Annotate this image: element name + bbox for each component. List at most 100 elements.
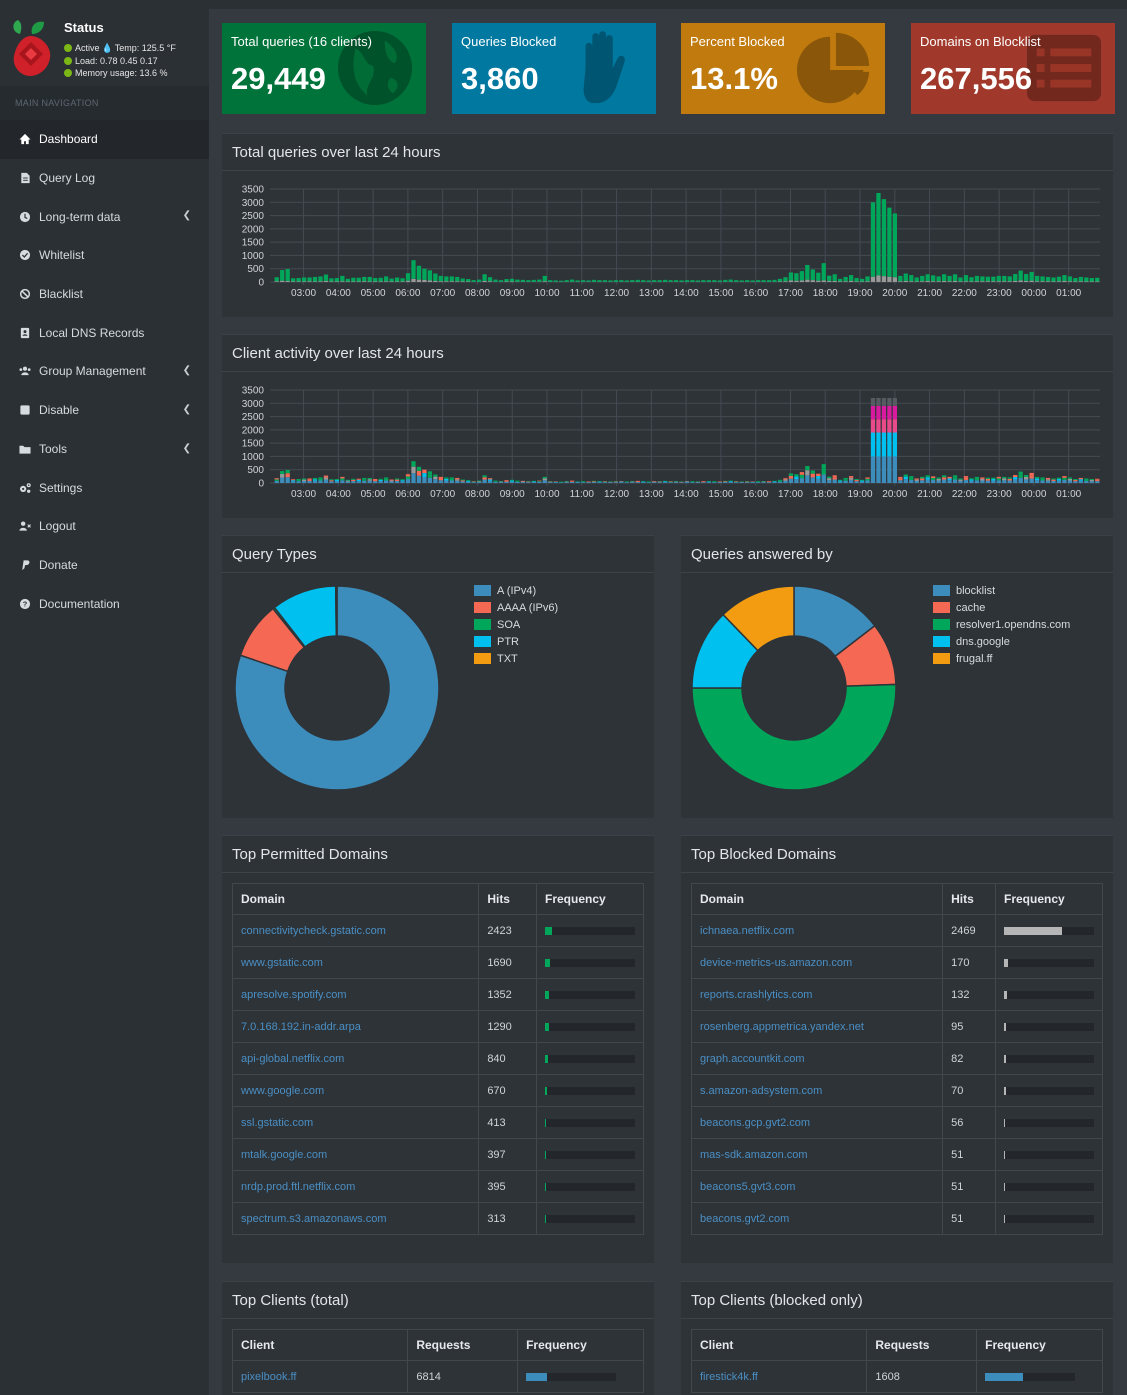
sidebar-item-long-term-data[interactable]: Long-term data ❮ (0, 197, 209, 236)
column-header[interactable]: Frequency (976, 1329, 1103, 1361)
query-types-legend-item[interactable]: SOA (474, 616, 558, 633)
sidebar-item-tools[interactable]: Tools ❮ (0, 430, 209, 469)
domain-link[interactable]: 7.0.168.192.in-addr.arpa (231, 1010, 480, 1043)
column-header[interactable]: Client (231, 1329, 409, 1361)
column-header[interactable]: Client (690, 1329, 868, 1361)
total-queries-chart[interactable]: 0 500 1000 1500 2000 2500 3000 3500 03:00 04:00 05… (222, 171, 1113, 317)
sidebar-item-local-dns-records[interactable]: Local DNS Records (0, 313, 209, 352)
client-bar-segment (345, 480, 350, 482)
frequency-fill (1003, 1182, 1006, 1191)
sidebar-item-donate[interactable]: Donate (0, 546, 209, 585)
domain-link[interactable]: s.amazon-adsystem.com (690, 1074, 944, 1107)
client-bar-segment (449, 478, 454, 481)
tile-value: 267,556 (920, 61, 1033, 96)
client-bar-segment (1078, 480, 1083, 483)
domain-link[interactable]: ichnaea.netflix.com (690, 914, 944, 947)
client-link[interactable]: firestick4k.ff (690, 1360, 868, 1393)
table-row: spectrum.s3.amazonaws.com 313 (231, 1202, 645, 1235)
query-types-slice[interactable] (234, 585, 440, 791)
answered-by-legend-item[interactable]: dns.google (933, 633, 1070, 650)
domain-link[interactable]: www.google.com (231, 1074, 480, 1107)
permitted-bar (712, 280, 717, 282)
domain-link[interactable]: mtalk.google.com (231, 1138, 480, 1171)
answered-by-donut[interactable] (684, 578, 904, 798)
blocked-bar (460, 281, 465, 282)
column-header[interactable]: Frequency (994, 883, 1104, 915)
answered-by-slice[interactable] (722, 585, 795, 652)
domain-link[interactable]: spectrum.s3.amazonaws.com (231, 1202, 480, 1235)
domains-on-blocklist-tile[interactable]: Domains on Blocklist 267,556 (911, 23, 1115, 114)
query-types-donut[interactable] (227, 578, 447, 798)
answered-by-legend-item[interactable]: frugal.ff (933, 650, 1070, 667)
client-bar-segment (662, 481, 668, 483)
client-bar-segment (684, 481, 690, 483)
domain-link[interactable]: mas-sdk.amazon.com (690, 1138, 944, 1171)
pihole-logo-icon[interactable] (10, 18, 54, 80)
domain-link[interactable]: www.gstatic.com (231, 946, 480, 979)
sidebar-item-group-management[interactable]: Group Management ❮ (0, 352, 209, 391)
domain-link[interactable]: nrdp.prod.ftl.netflix.com (231, 1170, 480, 1203)
answered-by-legend-item[interactable]: resolver1.opendns.com (933, 616, 1070, 633)
sidebar-item-disable[interactable]: Disable ❮ (0, 391, 209, 430)
domain-link[interactable]: beacons.gcp.gvt2.com (690, 1106, 944, 1139)
domain-link[interactable]: connectivitycheck.gstatic.com (231, 914, 480, 947)
client-activity-chart[interactable]: 0 500 1000 1500 2000 2500 3000 3500 03:00 04:00 05… (222, 372, 1113, 518)
column-header[interactable]: Frequency (535, 883, 645, 915)
table-row: firestick4k.ff 1608 (690, 1360, 1103, 1393)
query-types-legend-item[interactable]: PTR (474, 633, 558, 650)
total-queries-tile[interactable]: Total queries (16 clients) 29,449 (222, 23, 426, 114)
frequency-cell (535, 1202, 645, 1235)
sidebar-item-dashboard[interactable]: Dashboard (0, 120, 209, 159)
query-types-slice[interactable] (334, 585, 338, 637)
domain-link[interactable]: reports.crashlytics.com (690, 978, 944, 1011)
sidebar-item-label: Tools (39, 441, 68, 456)
column-header[interactable]: Hits (478, 883, 537, 915)
client-bar-segment (783, 479, 788, 481)
domain-link[interactable]: apresolve.spotify.com (231, 978, 480, 1011)
sidebar-item-settings[interactable]: Settings (0, 468, 209, 507)
column-header[interactable]: Requests (866, 1329, 978, 1361)
query-types-legend-item[interactable]: TXT (474, 650, 558, 667)
sidebar-item-whitelist[interactable]: Whitelist (0, 236, 209, 275)
domain-link[interactable]: beacons.gvt2.com (690, 1202, 944, 1235)
client-bar-segment (323, 475, 329, 478)
client-link[interactable]: pixelbook.ff (231, 1360, 409, 1393)
sidebar-item-logout[interactable]: Logout (0, 507, 209, 546)
blocked-bar (832, 280, 837, 282)
blocked-bar (449, 281, 454, 282)
domain-link[interactable]: beacons5.gvt3.com (690, 1170, 944, 1203)
domain-link[interactable]: device-metrics-us.amazon.com (690, 946, 944, 979)
client-bar-segment (788, 478, 794, 483)
client-bar-segment (936, 477, 941, 479)
sidebar-item-documentation[interactable]: ? Documentation (0, 584, 209, 623)
sidebar-item-blacklist[interactable]: Blacklist (0, 275, 209, 314)
permitted-bar (816, 272, 821, 281)
client-bar-segment (537, 481, 542, 482)
client-bar-segment (821, 468, 826, 475)
answered-by-slice[interactable] (691, 683, 897, 791)
client-bar-segment (433, 476, 438, 480)
column-header[interactable]: Requests (407, 1329, 519, 1361)
query-types-legend-item[interactable]: A (IPv4) (474, 582, 558, 599)
client-bar-segment (991, 480, 996, 483)
answered-by-legend-item[interactable]: blocklist (933, 582, 1070, 599)
percent-blocked-tile[interactable]: Percent Blocked 13.1% (681, 23, 885, 114)
answered-by-legend-item[interactable]: cache (933, 599, 1070, 616)
column-header[interactable]: Hits (942, 883, 996, 915)
column-header[interactable]: Domain (690, 883, 944, 915)
permitted-bar (925, 274, 930, 281)
queries-blocked-tile[interactable]: Queries Blocked 3,860 (452, 23, 656, 114)
client-bar-segment (1013, 479, 1018, 483)
domain-link[interactable]: ssl.gstatic.com (231, 1106, 480, 1139)
column-header[interactable]: Frequency (517, 1329, 644, 1361)
client-bar-segment (329, 480, 334, 482)
domain-link[interactable]: graph.accountkit.com (690, 1042, 944, 1075)
domain-link[interactable]: rosenberg.appmetrica.yandex.net (690, 1010, 944, 1043)
client-bar-segment (854, 479, 859, 481)
sidebar-item-query-log[interactable]: Query Log (0, 159, 209, 198)
blocked-bar (345, 281, 350, 282)
hits-value: 6814 (407, 1360, 519, 1393)
query-types-legend-item[interactable]: AAAA (IPv6) (474, 599, 558, 616)
column-header[interactable]: Domain (231, 883, 480, 915)
domain-link[interactable]: api-global.netflix.com (231, 1042, 480, 1075)
